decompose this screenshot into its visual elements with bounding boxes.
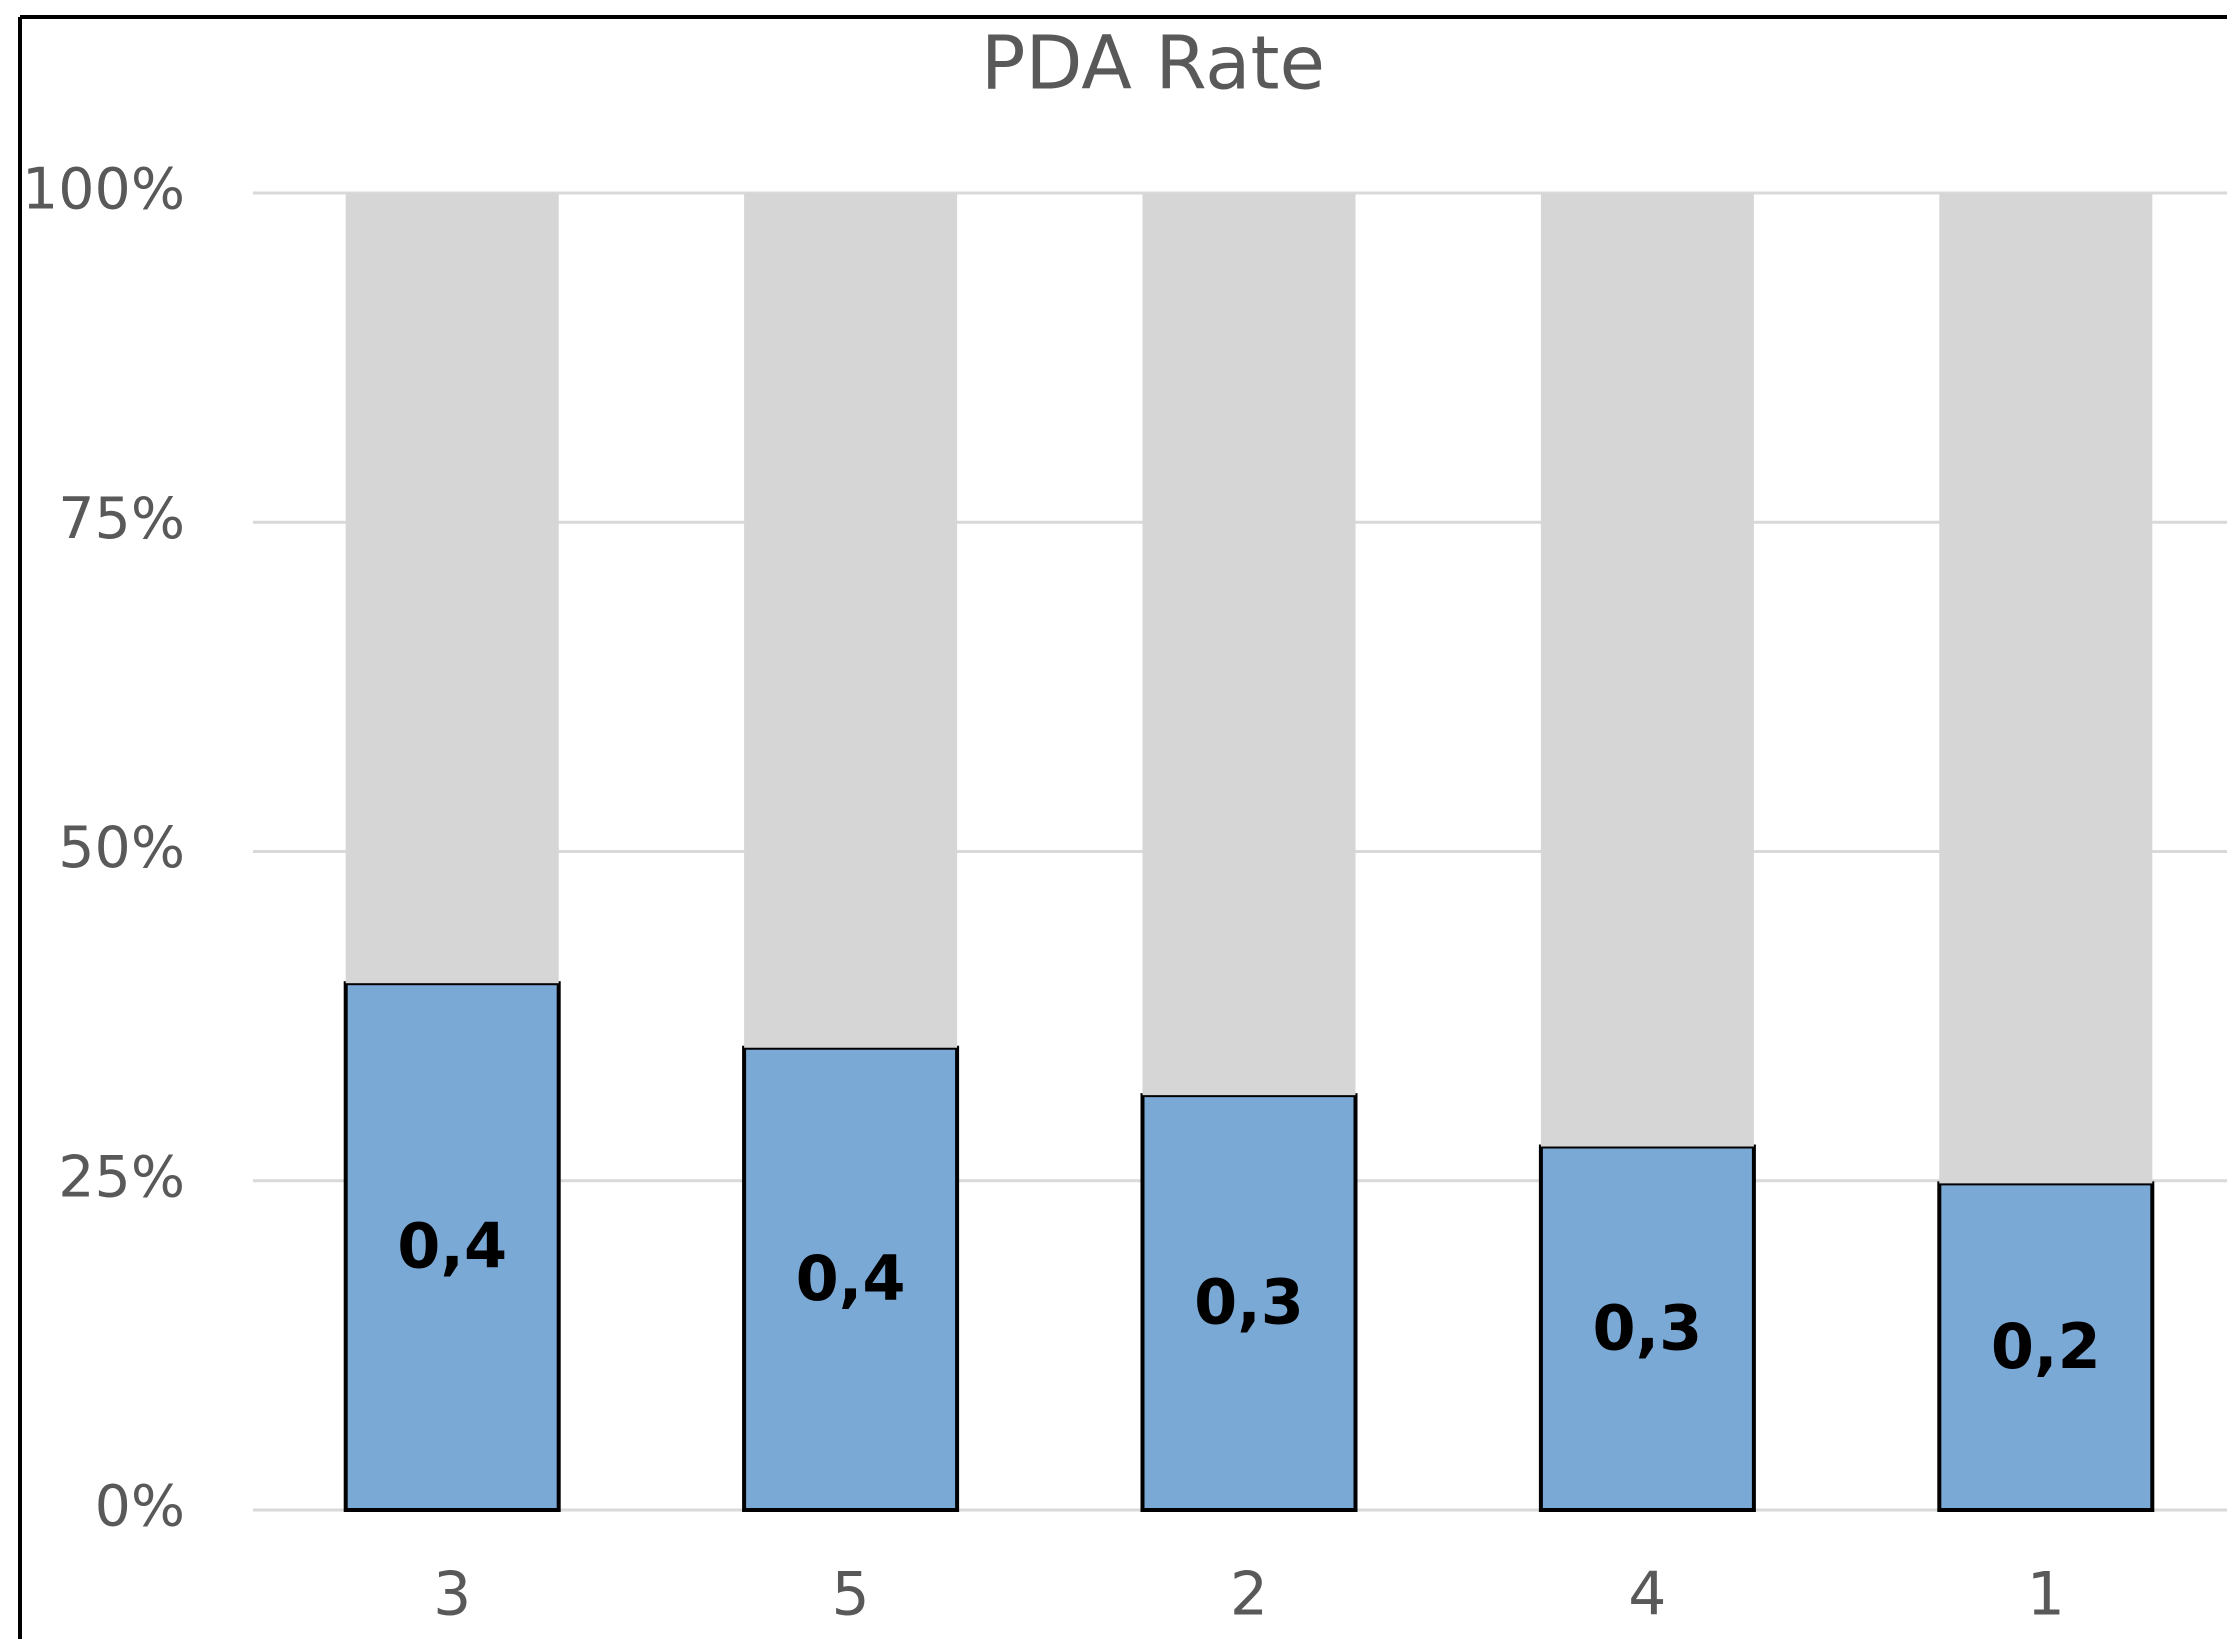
bar-segment	[345, 193, 559, 984]
bar-segment	[343, 981, 561, 1512]
bar-segment	[1540, 193, 1754, 1147]
bar-segment	[744, 193, 958, 1048]
x-tick-label: 5	[832, 1560, 870, 1630]
bar-segment	[742, 1045, 960, 1513]
x-tick-label: 3	[433, 1560, 471, 1630]
data-label: 0,2	[1991, 1310, 2101, 1383]
bar-segment	[1538, 1144, 1756, 1513]
y-tick-label: 0%	[95, 1474, 185, 1540]
y-tick-label: 75%	[58, 486, 185, 552]
bar-segment	[1937, 1181, 2155, 1513]
x-tick-label: 2	[1230, 1560, 1268, 1630]
bar-segment	[1140, 1093, 1358, 1513]
chart-title: PDA Rate	[981, 21, 1325, 107]
data-label: 0,4	[397, 1210, 507, 1283]
x-tick-label: 1	[2027, 1560, 2065, 1630]
data-label: 0,4	[796, 1242, 906, 1315]
data-label: 0,3	[1592, 1291, 1702, 1364]
x-tick-label: 4	[1628, 1560, 1666, 1630]
data-label: 0,3	[1194, 1266, 1304, 1339]
bar-segment	[1142, 193, 1356, 1096]
y-tick-label: 50%	[58, 815, 185, 881]
bar-segment	[1939, 193, 2153, 1184]
y-tick-label: 100%	[22, 157, 185, 223]
y-tick-label: 25%	[58, 1144, 185, 1210]
